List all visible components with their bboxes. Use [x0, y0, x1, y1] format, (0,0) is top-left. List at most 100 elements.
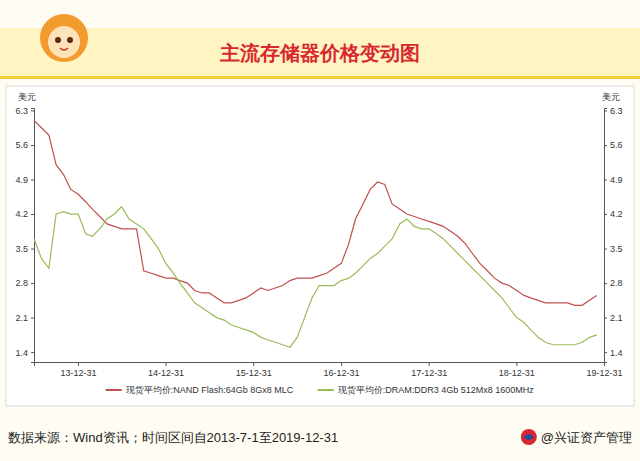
- x-tick: 15-12-31: [236, 362, 272, 378]
- y-tick-label: 4.9: [15, 175, 28, 185]
- mascot-mouth: [60, 48, 68, 50]
- x-tick-label: 17-12-31: [411, 368, 447, 378]
- y-tick-mark: [31, 249, 34, 250]
- x-tick-label: 14-12-31: [148, 368, 184, 378]
- y-tick-mark: [31, 110, 34, 111]
- x-tick-mark: [516, 362, 517, 366]
- brand-logo: [521, 429, 537, 445]
- header-band: [0, 28, 640, 76]
- y2-tick-mark: [604, 249, 607, 250]
- legend-label: 现货平均价:NAND Flash:64Gb 8Gx8 MLC: [126, 385, 294, 395]
- x-tick-mark: [166, 362, 167, 366]
- x-tick: 14-12-31: [148, 362, 184, 378]
- y-tick: 2.8: [15, 278, 34, 288]
- y-tick: 2.1: [15, 313, 34, 323]
- y-tick-mark: [31, 283, 34, 284]
- source-note: 数据来源：Wind资讯；时间区间自2013-7-1至2019-12-31: [8, 430, 338, 445]
- y2-tick: 2.1: [604, 313, 623, 323]
- y-tick: 6.3: [15, 106, 34, 116]
- y2-tick-mark: [604, 145, 607, 146]
- y-tick: 1.4: [15, 348, 34, 358]
- mascot: [40, 14, 88, 62]
- y-tick-mark: [31, 145, 34, 146]
- axis-line: [31, 109, 35, 363]
- y2-tick-mark: [604, 352, 607, 353]
- legend: 现货平均价:NAND Flash:64Gb 8Gx8 MLC 现货平均价:DRAM…: [106, 385, 535, 395]
- mascot-face: [48, 26, 80, 58]
- x-tick: 18-12-31: [499, 362, 535, 378]
- axis-line: [35, 363, 605, 367]
- y-tick-mark: [31, 318, 34, 319]
- x-tick-label: 19-12-31: [586, 368, 622, 378]
- y-tick-mark: [31, 352, 34, 353]
- y-tick-mark: [31, 214, 34, 215]
- y2-tick-mark: [604, 110, 607, 111]
- mascot-eye: [55, 37, 61, 43]
- y2-tick-mark: [604, 214, 607, 215]
- x-tick-mark: [253, 362, 254, 366]
- y2-tick-label: 4.9: [610, 175, 623, 185]
- y-tick-label: 3.5: [15, 244, 28, 254]
- x-tick-mark: [341, 362, 342, 366]
- plot-area: [34, 120, 597, 347]
- y2-tick-label: 5.6: [610, 140, 623, 150]
- x-tick: 17-12-31: [411, 362, 447, 378]
- y2-tick-label: 2.1: [610, 313, 623, 323]
- x-tick: 16-12-31: [324, 362, 360, 378]
- y2-tick-mark: [604, 283, 607, 284]
- legend-item: 现货平均价:NAND Flash:64Gb 8Gx8 MLC: [106, 385, 294, 395]
- x-tick-mark: [429, 362, 430, 366]
- y-tick-label: 2.8: [15, 278, 28, 288]
- y2-tick-mark: [604, 318, 607, 319]
- y2-tick-label: 3.5: [610, 244, 623, 254]
- y2-tick: 3.5: [604, 244, 623, 254]
- x-tick: 13-12-31: [60, 362, 96, 378]
- page-background: [0, 0, 640, 461]
- y-tick-label: 1.4: [15, 348, 28, 358]
- x-tick-mark: [78, 362, 79, 366]
- x-tick-label: 18-12-31: [499, 368, 535, 378]
- y2-tick: 2.8: [604, 278, 623, 288]
- series-line: [34, 120, 597, 305]
- legend-swatch: [318, 389, 334, 391]
- y-tick: 5.6: [15, 140, 34, 150]
- header-rule: [0, 76, 640, 79]
- y2-axis-title: 美元: [602, 92, 620, 102]
- legend-label: 现货平均价:DRAM:DDR3 4Gb 512Mx8 1600MHz: [338, 385, 535, 395]
- x-tick-label: 16-12-31: [324, 368, 360, 378]
- y2-tick-label: 6.3: [610, 106, 623, 116]
- y-tick: 4.2: [15, 209, 34, 219]
- x-tick-label: 15-12-31: [236, 368, 272, 378]
- y-tick: 3.5: [15, 244, 34, 254]
- chart-panel: [6, 86, 634, 406]
- y2-tick: 4.2: [604, 209, 623, 219]
- y2-tick-label: 2.8: [610, 278, 623, 288]
- y2-tick: 4.9: [604, 175, 623, 185]
- axis-line: [605, 109, 608, 363]
- y2-tick: 6.3: [604, 106, 623, 116]
- y-tick: 4.9: [15, 175, 34, 185]
- y2-tick: 5.6: [604, 140, 623, 150]
- y-tick-label: 6.3: [15, 106, 28, 116]
- legend-swatch: [106, 389, 122, 391]
- y-tick-label: 4.2: [15, 209, 28, 219]
- mascot-eye: [67, 37, 73, 43]
- x-tick: 19-12-31: [586, 362, 622, 378]
- y2-tick-label: 4.2: [610, 209, 623, 219]
- y-axis-title: 美元: [18, 92, 36, 102]
- series-line: [34, 207, 597, 348]
- y2-axis: 1.4 2.1 2.8 3.5 4.2 4.9 5.6 6.3: [604, 106, 623, 363]
- title: 主流存储器价格变动图: [219, 42, 420, 64]
- y-tick-label: 2.1: [15, 313, 28, 323]
- x-axis: 13-12-31 14-12-31 15-12-31 16-12-31 17-12-31…: [35, 362, 623, 378]
- mascot-head: [40, 14, 88, 62]
- brand-logo-mark: [524, 434, 534, 440]
- y-axis: 1.4 2.1 2.8 3.5 4.2 4.9 5.6 6.3: [15, 106, 34, 363]
- y2-tick-label: 1.4: [610, 348, 623, 358]
- chart-root: 主流存储器价格变动图 13-12-31 14-12-31 15-12-31 16-12-…: [0, 0, 640, 461]
- y2-tick-mark: [604, 180, 607, 181]
- x-tick-label: 13-12-31: [60, 368, 96, 378]
- y2-tick: 1.4: [604, 348, 623, 358]
- brand: @兴证资产管理: [541, 430, 632, 445]
- y-tick-mark: [31, 180, 34, 181]
